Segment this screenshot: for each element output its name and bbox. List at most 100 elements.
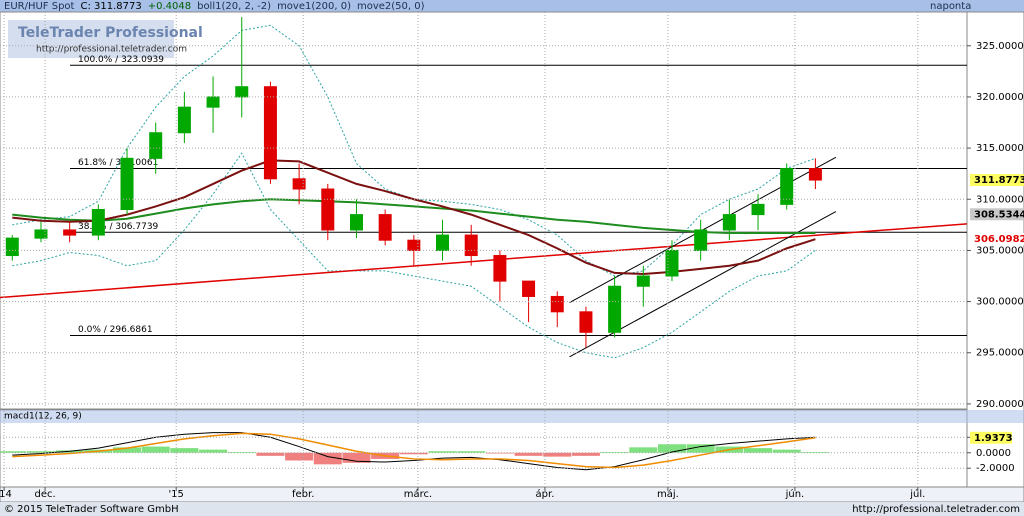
main-plot: 100.0% / 323.0939 61.8% / 313.0061 38.2% /… — [0, 17, 967, 359]
macd-histogram — [744, 448, 773, 453]
candle-body — [34, 229, 48, 239]
macd-histogram — [801, 451, 830, 453]
header-item: C: 311.8773 — [80, 1, 141, 12]
price-tag — [970, 233, 1024, 246]
candle-body — [464, 234, 478, 257]
macd-histogram — [26, 451, 55, 453]
y-tick-label: 290.0000 — [976, 399, 1024, 410]
candle-body — [378, 214, 392, 241]
header-bar — [0, 0, 1024, 12]
logo: TeleTrader Professional — [18, 25, 203, 41]
x-tick-label: jún. — [785, 488, 805, 500]
x-tick-label: júl. — [909, 488, 925, 500]
macd-title: macd1(12, 26, 9) — [4, 412, 82, 422]
x-tick-label: ápr. — [536, 488, 555, 500]
candle-body — [407, 239, 421, 251]
candle-body — [149, 132, 163, 159]
macd-histogram — [543, 452, 572, 457]
x-tick-label: febr. — [292, 489, 314, 500]
macd-histogram — [141, 446, 170, 453]
candle-body — [206, 96, 220, 108]
candle-body — [722, 214, 736, 231]
candle-body — [91, 208, 105, 236]
candle-body — [292, 178, 306, 190]
candle-body — [550, 295, 564, 313]
price-tag-label: 306.0982 — [974, 234, 1024, 245]
date-axis — [0, 486, 1024, 503]
header-item: move1(200, 0) — [277, 1, 351, 12]
candle-body — [636, 275, 650, 287]
copyright: © 2015 TeleTrader Software GmbH — [4, 504, 179, 515]
fib-label: 61.8% / 313.0061 — [78, 158, 158, 168]
candle-body — [522, 280, 536, 297]
y-tick-label: 310.0000 — [976, 194, 1024, 205]
footer-url: http://professional.teletrader.com — [852, 504, 1020, 515]
right-axis — [966, 11, 1024, 488]
x-tick-label: '14 — [0, 489, 12, 500]
macd-histogram — [686, 444, 715, 453]
band-lower — [12, 152, 816, 359]
candle-body — [751, 203, 765, 216]
candle-body — [120, 157, 134, 210]
macd-histogram — [600, 451, 629, 453]
fib-label: 38.2% / 306.7739 — [78, 222, 159, 232]
candle-body — [321, 188, 335, 231]
macd-histogram — [342, 452, 371, 463]
price-tag — [970, 174, 1024, 187]
macd-line — [12, 432, 816, 471]
moving-average — [12, 159, 816, 275]
candle-body — [63, 229, 77, 236]
candle-body — [780, 168, 794, 205]
candle-body — [436, 234, 450, 251]
price-tag — [970, 208, 1024, 221]
candle-body — [177, 106, 191, 134]
macd-histogram — [256, 452, 285, 456]
y-tick-label: -2.0000 — [976, 463, 1015, 474]
x-tick-label: '15 — [168, 489, 183, 500]
macd-histogram — [571, 452, 600, 456]
signal-line — [12, 432, 816, 469]
macd-histogram — [428, 451, 457, 453]
candle-body — [608, 285, 622, 333]
macd-histogram — [313, 452, 342, 465]
header-item: boll1(20, 2, -2) — [197, 1, 271, 12]
y-tick-label: 0.0000 — [976, 448, 1011, 459]
macd-histogram — [0, 451, 27, 453]
main-panel — [0, 11, 968, 410]
candle-body — [235, 86, 249, 98]
y-tick-label: 300.0000 — [976, 297, 1024, 308]
candle-body — [349, 214, 363, 231]
moving-average — [12, 198, 816, 235]
macd-header — [0, 410, 1024, 423]
macd-histogram — [457, 451, 486, 453]
price-tag — [970, 431, 1012, 444]
macd-histogram — [170, 448, 199, 453]
fib-label: 0.0% / 296.6861 — [78, 325, 153, 335]
x-tick-label: máj. — [657, 488, 679, 500]
candle-body — [808, 168, 822, 181]
price-tag-label: 308.5344 — [974, 209, 1024, 220]
y-tick-label: 295.0000 — [976, 348, 1024, 359]
macd-histogram — [514, 452, 543, 456]
header-item: move2(50, 0) — [357, 1, 425, 12]
logo-box — [8, 20, 174, 58]
price-tag-label: 1.9373 — [974, 433, 1013, 444]
y-tick-label: 305.0000 — [976, 245, 1024, 256]
y-tick-label: 315.0000 — [976, 143, 1024, 154]
candle-body — [665, 249, 679, 277]
period: naponta — [930, 1, 971, 12]
fib-label: 100.0% / 323.0939 — [78, 55, 164, 65]
x-tick-label: dec. — [34, 489, 55, 500]
candle-body — [493, 255, 507, 282]
macd-histogram — [285, 452, 314, 461]
macd-histogram — [227, 451, 256, 453]
price-tag-label: 311.8773 — [974, 175, 1024, 186]
header-item: +0.4048 — [148, 1, 191, 12]
logo-url: http://professional.teletrader.com — [36, 45, 187, 55]
y-tick-label: 320.0000 — [976, 92, 1024, 103]
candle-body — [579, 311, 593, 333]
y-tick-label: 325.0000 — [976, 41, 1024, 52]
macd-histogram — [199, 449, 228, 453]
trendline — [0, 223, 967, 299]
